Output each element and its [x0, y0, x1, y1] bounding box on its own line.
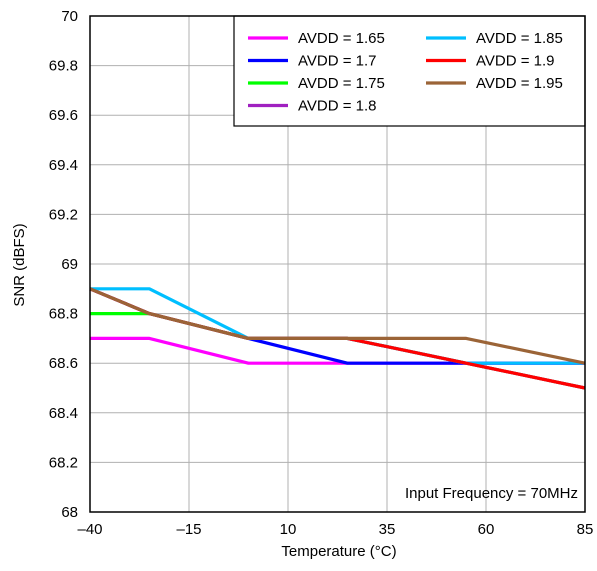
series-line: [90, 312, 586, 390]
legend-label: AVDD = 1.9: [476, 53, 555, 70]
series-line: [90, 287, 585, 365]
x-tick-label: –15: [176, 521, 201, 538]
legend-label: AVDD = 1.75: [298, 75, 385, 92]
y-tick-label: 69.4: [49, 157, 78, 174]
y-tick-label: 68.2: [49, 454, 78, 471]
x-axis-label: Temperature (°C): [281, 543, 396, 560]
legend-box: [233, 15, 586, 127]
y-tick-label: 69.2: [49, 206, 78, 223]
y-tick-label: 68.4: [49, 405, 78, 422]
y-tick-label: 68: [61, 504, 78, 521]
y-tick-label: 69: [61, 256, 78, 273]
x-tick-label: –40: [77, 521, 102, 538]
plot-border: [89, 15, 586, 513]
x-tick-label: 60: [478, 521, 495, 538]
x-tick-label: 35: [379, 521, 396, 538]
legend-label: AVDD = 1.8: [298, 98, 377, 115]
y-tick-label: 68.6: [49, 355, 78, 372]
y-tick-label: 68.8: [49, 306, 78, 323]
x-tick-label: 85: [577, 521, 594, 538]
y-tick-label: 69.8: [49, 58, 78, 75]
series-lines: [89, 287, 586, 390]
y-tick-label: 70: [61, 8, 78, 25]
legend-label: AVDD = 1.95: [476, 75, 563, 92]
y-tick-label: 69.6: [49, 107, 78, 124]
series-line: [89, 287, 585, 365]
tick-labels: –40 –15 10 35 60 85 68 68.2 68.4 68.6 68.8 69 69.2 69…: [49, 8, 594, 538]
input-frequency-annotation: Input Frequency = 70MHz: [405, 485, 578, 502]
plot-frame: [89, 15, 586, 513]
series-line: [89, 287, 586, 365]
legend: AVDD = 1.65 AVDD = 1.7 AVDD = 1.75 AVDD = 1…: [233, 15, 586, 127]
legend-label: AVDD = 1.85: [476, 30, 563, 47]
y-axis-label: SNR (dBFS): [11, 223, 28, 306]
legend-label: AVDD = 1.7: [298, 53, 377, 70]
x-tick-label: 10: [280, 521, 297, 538]
legend-label: AVDD = 1.65: [298, 30, 385, 47]
